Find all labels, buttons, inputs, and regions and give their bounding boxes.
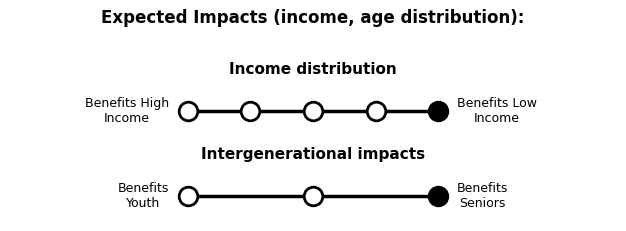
Point [245, 109, 255, 113]
Text: Benefits
Youth: Benefits Youth [118, 182, 169, 210]
Point [308, 109, 318, 113]
Text: Intergenerational impacts: Intergenerational impacts [201, 147, 425, 162]
Point [183, 195, 193, 198]
Point [183, 109, 193, 113]
Point [433, 109, 443, 113]
Point [308, 195, 318, 198]
Point [371, 109, 381, 113]
Text: Benefits
Seniors: Benefits Seniors [457, 182, 508, 210]
Text: Benefits Low
Income: Benefits Low Income [457, 97, 537, 125]
Text: Expected Impacts (income, age distribution):: Expected Impacts (income, age distributi… [101, 9, 525, 27]
Text: Income distribution: Income distribution [229, 62, 397, 77]
Point [433, 195, 443, 198]
Text: Benefits High
Income: Benefits High Income [85, 97, 169, 125]
